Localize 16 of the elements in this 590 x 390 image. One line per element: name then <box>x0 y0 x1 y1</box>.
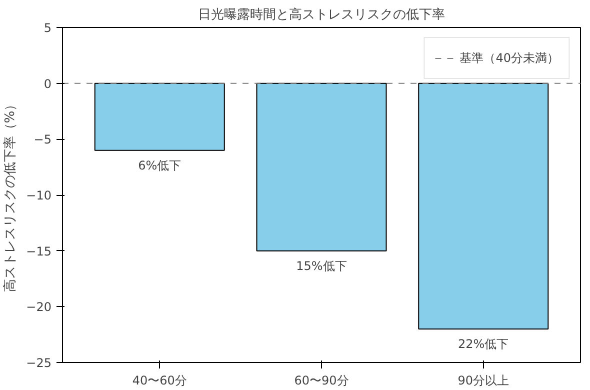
annotation: 6%低下 <box>138 158 182 172</box>
y-tick-label: 0 <box>44 76 52 91</box>
x-tick-label: 90分以上 <box>458 374 510 388</box>
y-tick-label: 5 <box>44 21 52 35</box>
y-tick-label: −15 <box>26 244 52 258</box>
annotation: 15%低下 <box>296 258 347 273</box>
y-tick-label: −10 <box>26 188 52 202</box>
y-tick-label: −20 <box>26 300 52 314</box>
x-tick-label: 40〜60分 <box>132 374 187 388</box>
y-axis-title: 高ストレスリスクの低下率（%） <box>2 98 18 292</box>
y-tick-label: −5 <box>34 132 52 147</box>
annotation: 22%低下 <box>458 337 509 351</box>
x-tick-label: 60〜90分 <box>294 374 349 388</box>
chart-title: 日光曝露時間と高ストレスリスクの低下率 <box>198 6 445 22</box>
legend-label: 基準（40分未満） <box>460 50 559 66</box>
y-tick-label: −25 <box>26 356 52 370</box>
